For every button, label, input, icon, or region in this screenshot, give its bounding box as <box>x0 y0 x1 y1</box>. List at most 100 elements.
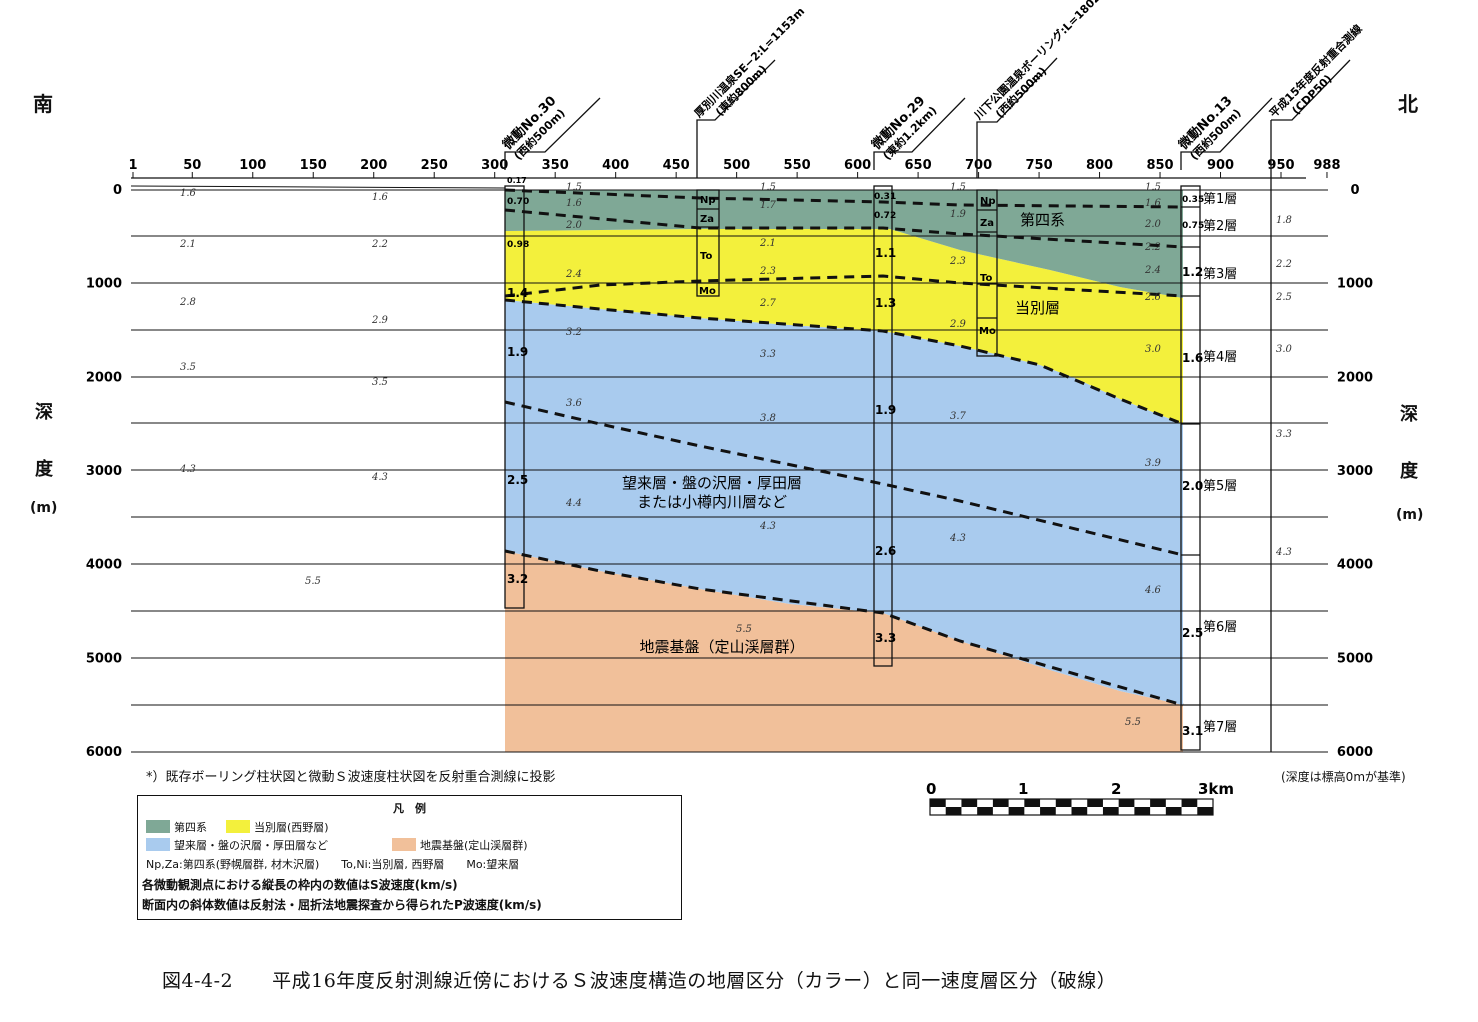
vp-value: 1.5 <box>760 182 776 193</box>
distance-tick-label: 900 <box>1207 158 1234 173</box>
depth-tick-label: 2000 <box>86 370 122 385</box>
depth-tick-label: 3000 <box>86 464 122 479</box>
distance-tick-label: 400 <box>602 158 629 173</box>
basement-unit <box>505 551 1183 752</box>
scale-cell <box>1024 799 1041 807</box>
vp-value: 2.2 <box>1144 242 1161 253</box>
depth-label-char: 深 <box>35 402 53 423</box>
distance-tick-label: 650 <box>905 158 932 173</box>
boundary-layer4-5 <box>504 298 1184 426</box>
legend-quaternary: 第四系 <box>174 821 207 834</box>
header-h15-title: 平成15年度反射重合測線 <box>1266 22 1365 121</box>
vp-value: 2.1 <box>179 239 196 250</box>
scale-label: 2 <box>1111 780 1121 798</box>
vs-b30: 3.2 <box>507 572 528 586</box>
label-bokurai-2: または小樽内川層など <box>637 493 787 511</box>
south-label: 南 <box>33 92 53 116</box>
label-basement: 地震基盤（定山渓層群） <box>639 638 804 656</box>
depth-tick-label: 4000 <box>1337 558 1373 573</box>
vp-value: 2.9 <box>371 315 389 326</box>
vs-b29: 2.6 <box>875 544 896 558</box>
geologic-units <box>505 190 1183 752</box>
legend-basement: 地震基盤(定山渓層群) <box>420 839 528 852</box>
header-kawashimo-title: 川下公園温泉ボーリング:L=1802m <box>971 0 1112 123</box>
distance-tick-label: 988 <box>1313 158 1340 173</box>
scale-cell <box>1040 807 1056 815</box>
legend-swatch-quaternary <box>146 820 170 833</box>
depth-tick-label: 2000 <box>1337 370 1373 385</box>
bokurai-unit <box>505 300 1183 705</box>
vp-value: 3.8 <box>760 413 776 424</box>
depth-tick-label: 6000 <box>86 745 122 760</box>
figure-caption: 図4-4-2 平成16年度反射測線近傍におけるＳ波速度構造の地層区分（カラー）と… <box>162 970 1117 992</box>
vp-value: 3.6 <box>566 398 583 409</box>
distance-tick-label: 600 <box>844 158 871 173</box>
scale-label: 3km <box>1198 780 1234 798</box>
vp-value: 2.8 <box>179 297 196 308</box>
layer-kawashimo: Np <box>980 196 996 207</box>
depth-tick-label: 1000 <box>1337 277 1373 292</box>
vs-b30: 0.70 <box>507 197 529 207</box>
vs-b29: 0.31 <box>874 192 896 202</box>
scale-cell <box>1118 799 1135 807</box>
distance-axis: 1 50 100 150 200 250 300 350 400 450 500 550 600 650 7… <box>128 158 1341 179</box>
layer-kawashimo: Mo <box>979 326 996 337</box>
header-atsubetsu-title: 厚別川温泉SE−2:L=1153m <box>691 4 807 120</box>
depth-label-char: 深 <box>1400 404 1418 425</box>
depth-tick-label: 3000 <box>1337 464 1373 479</box>
boundary-layer5-6 <box>504 400 1184 557</box>
legend-swatch-basement <box>392 838 416 851</box>
legend-abbr: Np,Za:第四系(野幌層群, 材木沢層) To,Ni:当別層, 西野層 Mo:… <box>146 858 520 871</box>
scale-cell <box>1055 799 1072 807</box>
layer-atsubetsu: Mo <box>699 286 716 297</box>
vp-value: 4.4 <box>565 498 582 509</box>
leader-b13 <box>1180 97 1273 170</box>
vs-b30: 2.5 <box>507 473 528 487</box>
observation-columns <box>504 57 1351 752</box>
layer-name: 第7層 <box>1203 720 1237 735</box>
vs-b13: 1.6 <box>1182 351 1203 365</box>
scale-cell <box>1150 799 1166 807</box>
distance-tick-label: 500 <box>723 158 750 173</box>
vp-value: 1.6 <box>566 198 583 209</box>
footnote: *）既存ボーリング柱状図と微動Ｓ波速度柱状図を反射重合測線に投影 <box>146 770 556 785</box>
distance-tick-label: 250 <box>421 158 448 173</box>
vp-value: 4.3 <box>179 464 196 475</box>
distance-tick-label: 950 <box>1267 158 1294 173</box>
layer-atsubetsu: Np <box>700 195 716 206</box>
layer-name: 第5層 <box>1203 479 1237 494</box>
vp-value: 1.5 <box>566 182 582 193</box>
distance-tick-label: 750 <box>1025 158 1052 173</box>
layer-atsubetsu: Za <box>700 214 714 225</box>
layer-name: 第2層 <box>1203 219 1237 234</box>
depth-tick-label: 5000 <box>1337 651 1373 666</box>
layer-kawashimo: To <box>980 273 992 284</box>
vp-value: 2.6 <box>1144 292 1162 303</box>
vp-value: 1.5 <box>1145 182 1161 193</box>
legend-line1: 各微動観測点における縦長の枠内の数値はS波速度(km/s) <box>142 878 458 892</box>
distance-tick-label: 850 <box>1146 158 1173 173</box>
vs-b29: 1.1 <box>875 246 896 260</box>
label-tobetsu: 当別層 <box>1015 299 1060 317</box>
column-headers: 微動No.30 (西約500m) 厚別川温泉SE−2:L=1153m (東約80… <box>499 0 1365 163</box>
vs-b13: 0.75 <box>1182 221 1204 231</box>
vs-b13: 1.2 <box>1182 265 1203 279</box>
vs-b13: 0.35 <box>1182 195 1204 205</box>
depth-tick-label: 4000 <box>86 558 122 573</box>
vp-value: 1.6 <box>372 192 389 203</box>
distance-tick-label: 200 <box>360 158 387 173</box>
distance-tick-label: 700 <box>965 158 992 173</box>
leader-b30 <box>504 97 601 170</box>
legend: 凡 例 第四系 当別層(西野層) 望来層・盤の沢層・厚田層など 地震基盤(定山渓… <box>137 795 682 920</box>
scale-cell <box>1165 807 1182 815</box>
boundary-layer6-7 <box>504 549 1184 707</box>
vp-value: 2.4 <box>565 269 582 280</box>
vp-value: 4.3 <box>371 472 388 483</box>
vp-value: 3.3 <box>1276 429 1292 440</box>
vp-value: 4.3 <box>949 533 966 544</box>
layer-name: 第6層 <box>1203 620 1237 635</box>
distance-tick-label: 450 <box>663 158 690 173</box>
depth-label-char: 度 <box>35 459 53 480</box>
vp-value: 3.2 <box>566 327 582 338</box>
